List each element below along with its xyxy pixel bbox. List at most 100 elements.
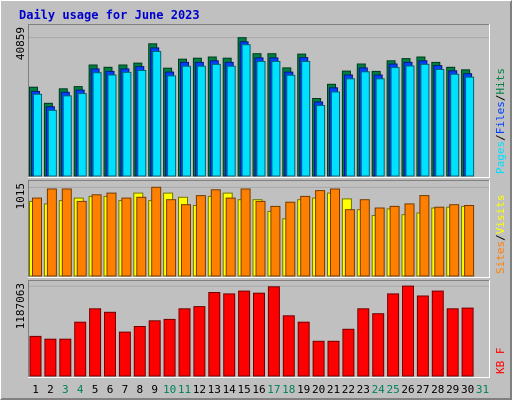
panel-kbytes: 1187063 KB F: [14, 280, 507, 378]
legend-pages: Pages: [494, 141, 507, 174]
x-tick-day-2: 2: [47, 383, 54, 396]
x-tick-day-15: 15: [237, 383, 250, 396]
bar-kb-f-day-2: [44, 338, 57, 377]
bar-sites-day-16: [255, 200, 266, 277]
bar-kb-f-day-1: [29, 335, 42, 377]
bar-pages-day-25: [390, 67, 400, 177]
panel-kbytes-border-dark: [28, 280, 490, 378]
x-tick-day-5: 5: [92, 383, 99, 396]
x-tick-day-31: 31: [476, 383, 489, 396]
bar-pages-day-30: [465, 76, 475, 177]
bar-sites-day-24: [374, 207, 385, 277]
panel-requests-border-dark: [28, 24, 490, 178]
bar-pages-day-26: [405, 65, 415, 177]
bar-kb-f-day-16: [253, 292, 265, 377]
x-tick-day-23: 23: [357, 383, 370, 396]
bar-pages-day-16: [256, 61, 266, 177]
x-tick-day-20: 20: [312, 383, 325, 396]
x-tick-day-6: 6: [107, 383, 114, 396]
bar-kb-f-day-27: [416, 295, 429, 377]
x-tick-day-27: 27: [416, 383, 429, 396]
bar-kb-f-day-23: [357, 308, 370, 377]
x-tick-day-16: 16: [252, 383, 265, 396]
panel-kbytes-legend: KB F: [494, 348, 507, 375]
x-tick-day-19: 19: [297, 383, 310, 396]
x-tick-day-22: 22: [342, 383, 355, 396]
bar-kb-f-day-24: [372, 313, 385, 377]
series-sites: [32, 186, 475, 277]
bar-pages-day-4: [77, 93, 87, 177]
bar-kb-f-day-26: [402, 285, 414, 377]
legend-hits: Hits: [494, 68, 507, 95]
bar-pages-day-10: [167, 75, 177, 177]
x-tick-day-9: 9: [151, 383, 158, 396]
bar-sites-day-20: [315, 190, 326, 277]
bar-sites-day-29: [449, 204, 460, 277]
bar-sites-day-2: [46, 188, 57, 277]
x-tick-day-4: 4: [77, 383, 84, 396]
bar-kb-f-day-12: [193, 306, 206, 377]
x-tick-day-24: 24: [372, 383, 386, 396]
bar-sites-day-14: [225, 197, 236, 277]
bar-pages-day-13: [211, 63, 221, 177]
x-tick-day-3: 3: [62, 383, 69, 396]
bar-pages-day-5: [92, 72, 102, 177]
legend-visits: Visits: [494, 195, 507, 235]
legend-separator: /: [494, 95, 507, 102]
x-tick-day-13: 13: [208, 383, 221, 396]
bar-sites-day-30: [464, 205, 475, 277]
x-tick-day-25: 25: [386, 383, 399, 396]
x-tick-day-28: 28: [431, 383, 444, 396]
bar-pages-day-12: [196, 65, 206, 177]
bar-sites-day-6: [106, 192, 117, 277]
bar-sites-day-23: [359, 199, 370, 277]
bar-kb-f-day-15: [238, 290, 251, 377]
bar-pages-day-28: [435, 69, 445, 177]
bar-kb-f-day-17: [267, 286, 280, 377]
series-pages: [33, 44, 475, 177]
panel-visitors-border-dark: [28, 180, 490, 278]
bar-sites-day-15: [240, 188, 251, 277]
bar-pages-day-7: [122, 71, 132, 177]
bar-pages-day-8: [137, 70, 147, 177]
panel-visitors-y-label: 1015: [14, 183, 27, 210]
bar-sites-day-1: [32, 197, 42, 277]
panel-requests-y-label: 40859: [14, 27, 27, 60]
bar-sites-day-19: [300, 195, 311, 277]
bar-pages-day-11: [182, 65, 191, 177]
bar-sites-day-10: [166, 199, 177, 277]
bar-pages-day-6: [107, 74, 117, 177]
chart-panels: 40859Pages/Files/Hits1015Sites/Visits118…: [14, 24, 507, 378]
x-tick-day-21: 21: [327, 383, 340, 396]
bar-sites-day-17: [270, 205, 281, 277]
x-tick-day-14: 14: [223, 383, 237, 396]
bar-pages-day-19: [301, 61, 311, 177]
x-tick-day-29: 29: [446, 383, 459, 396]
bar-sites-day-4: [76, 200, 87, 277]
x-axis-day-labels: 1 2 3 4 5 6 7 8 9 10 11 12 13 14 15 16 17 18 19 20 21 22 23 24 2…: [32, 383, 489, 396]
x-tick-day-8: 8: [136, 383, 143, 396]
x-tick-day-17: 17: [267, 383, 280, 396]
panel-visitors: 1015 Sites/Visits: [14, 180, 507, 278]
bar-sites-day-7: [121, 197, 132, 277]
bar-sites-day-13: [210, 189, 221, 277]
panel-kbytes-y-label: 1187063: [14, 283, 27, 329]
chart-title: Daily usage for June 2023: [19, 8, 200, 22]
bar-kb-f-day-22: [342, 328, 355, 377]
bar-kb-f-day-19: [297, 321, 310, 377]
panel-visitors-border-light: [28, 180, 490, 278]
bar-kb-f-day-5: [89, 308, 102, 377]
bar-pages-day-9: [152, 51, 162, 177]
bar-kb-f-day-7: [118, 331, 131, 377]
bar-sites-day-8: [136, 196, 147, 277]
legend-files: Files: [494, 101, 507, 134]
x-tick-day-18: 18: [282, 383, 295, 396]
x-tick-day-26: 26: [401, 383, 414, 396]
bar-pages-day-2: [47, 109, 57, 177]
series-kb-f: [29, 285, 474, 377]
bar-pages-day-29: [450, 73, 460, 177]
x-tick-day-10: 10: [163, 383, 176, 396]
bar-kb-f-day-4: [74, 321, 87, 377]
panel-requests-legend: Pages/Files/Hits: [494, 68, 507, 174]
